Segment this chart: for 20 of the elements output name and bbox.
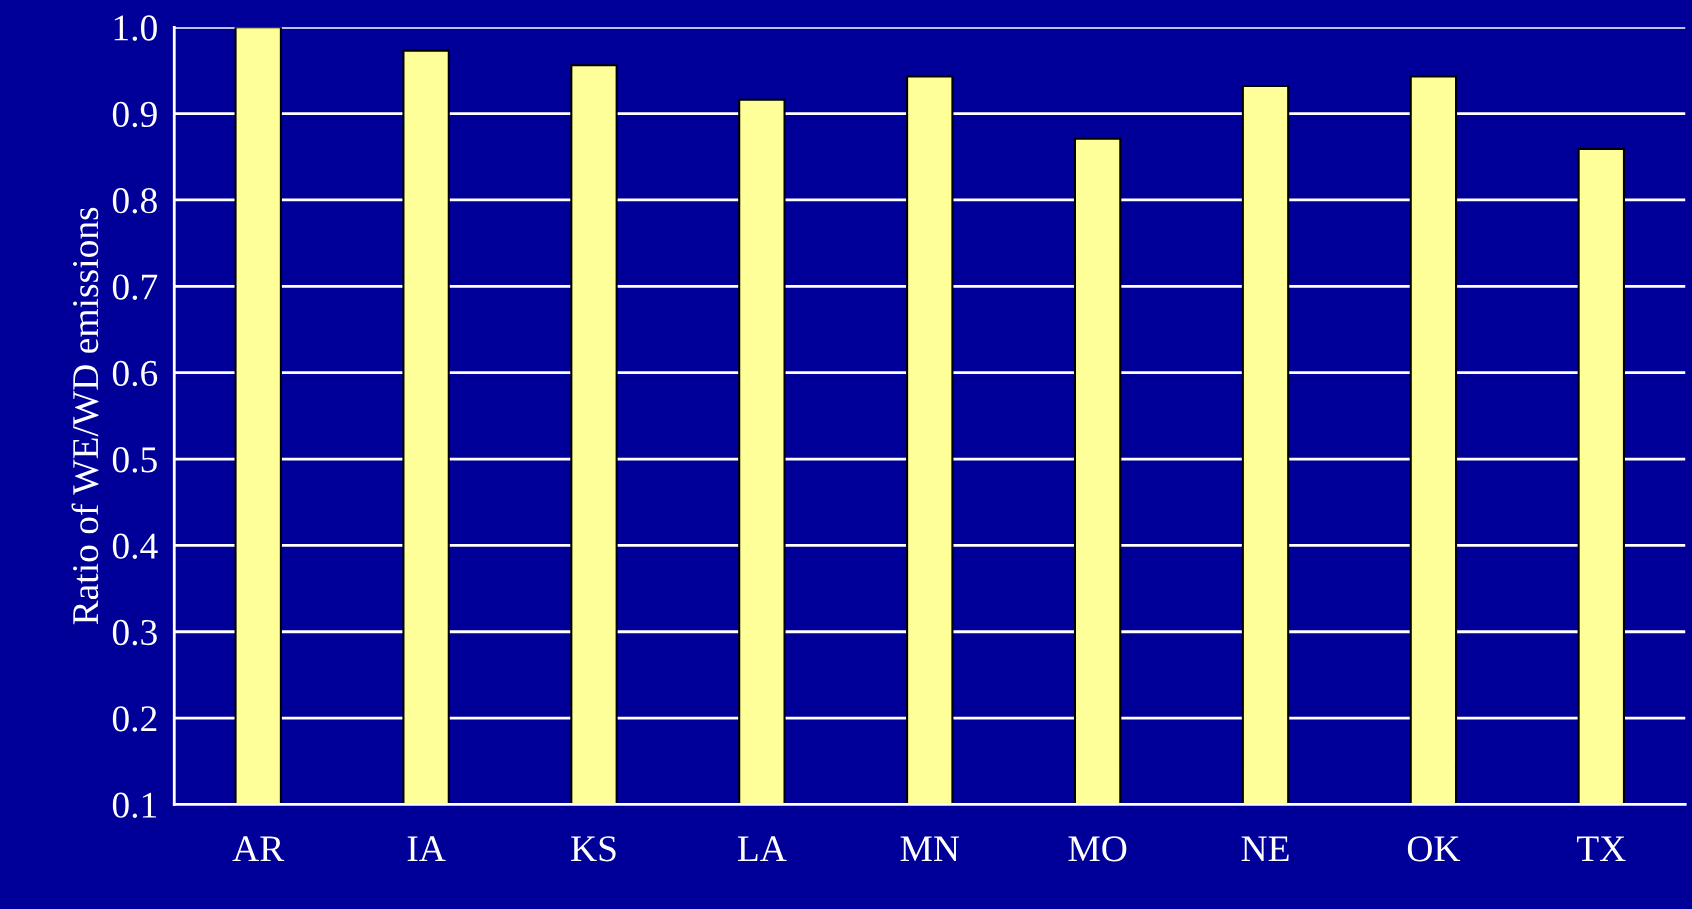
y-tick-label: 0.1 bbox=[112, 792, 157, 819]
y-tick-label: 0.8 bbox=[112, 188, 157, 214]
x-tick-label: AR bbox=[232, 836, 285, 862]
y-tick-label: 0.9 bbox=[112, 101, 157, 128]
x-tick-label: IA bbox=[407, 836, 446, 862]
y-tick-label: 0.5 bbox=[112, 447, 157, 473]
x-tick-label: MN bbox=[900, 836, 960, 862]
y-tick-label: 0.2 bbox=[112, 706, 157, 732]
x-tick-label: LA bbox=[737, 836, 787, 862]
y-tick-label: 0.6 bbox=[112, 360, 158, 387]
x-tick-label: NE bbox=[1241, 836, 1289, 862]
x-tick-label: OK bbox=[1407, 836, 1461, 862]
x-tick-label: MO bbox=[1068, 836, 1127, 862]
x-tick-label: TX bbox=[1576, 836, 1626, 862]
y-axis-title: Ratio of WE/WD emissions bbox=[71, 207, 99, 625]
y-tick-label: 0.7 bbox=[112, 274, 158, 300]
y-tick-label: 1.0 bbox=[114, 15, 157, 41]
y-tick-label: 0.4 bbox=[112, 533, 158, 559]
x-tick-label: KS bbox=[571, 836, 616, 862]
y-tick-label: 0.3 bbox=[112, 619, 157, 646]
